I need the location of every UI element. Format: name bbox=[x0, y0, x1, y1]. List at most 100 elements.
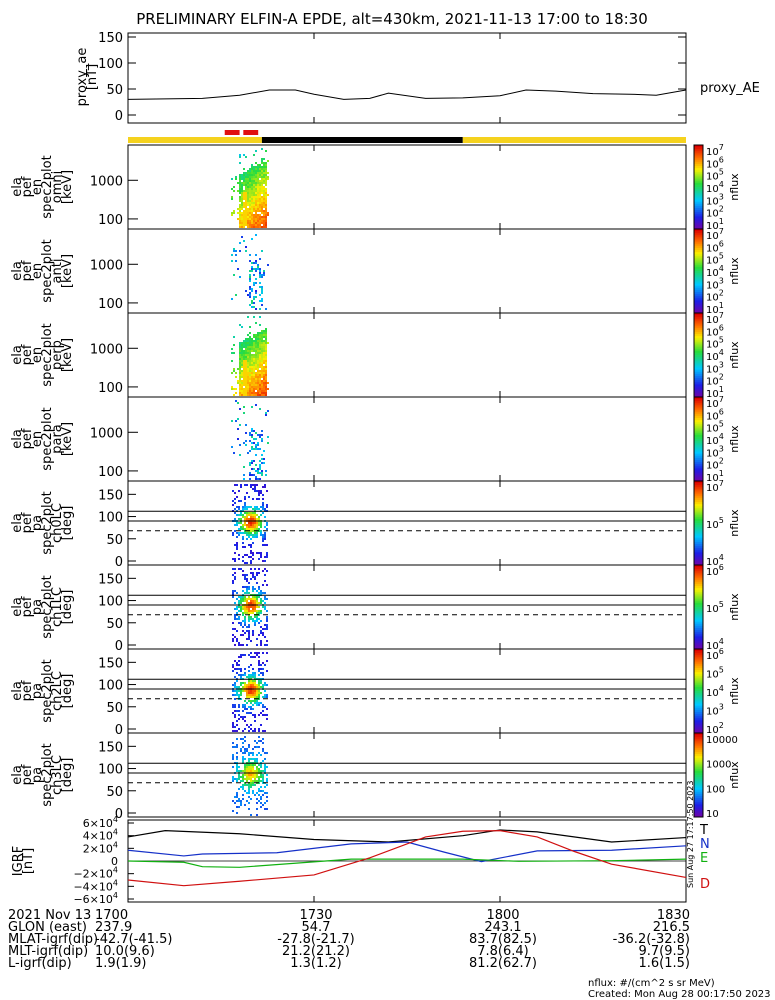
spectrogram-cell bbox=[252, 674, 254, 676]
colorbar-step bbox=[694, 178, 703, 182]
spectrogram-cell bbox=[264, 792, 266, 794]
spectrogram-cell bbox=[260, 524, 262, 526]
colorbar-tick-exponent: 4 bbox=[719, 348, 724, 357]
spectrogram-cell bbox=[251, 194, 253, 196]
spectrogram-cell bbox=[246, 644, 248, 646]
spectrogram-cell bbox=[266, 522, 268, 524]
spectrogram-cell bbox=[262, 770, 264, 772]
spectrogram-cell bbox=[258, 528, 260, 530]
spectrogram-cell bbox=[261, 304, 263, 306]
spectrogram-cell bbox=[232, 534, 234, 536]
spectrogram-cell bbox=[252, 588, 254, 590]
colorbar-step bbox=[694, 300, 703, 303]
spectrogram-cell bbox=[249, 366, 251, 368]
spectrogram-cell bbox=[242, 674, 244, 676]
colorbar-step bbox=[694, 569, 703, 572]
spectrogram-cell bbox=[265, 352, 267, 354]
spectrogram-cell bbox=[250, 776, 252, 778]
spectrogram-cell bbox=[249, 342, 251, 344]
spectrogram-cell bbox=[236, 496, 238, 498]
spectrogram-cell bbox=[245, 366, 247, 368]
spectrogram-cell bbox=[261, 186, 263, 188]
spectrogram-cell bbox=[254, 676, 256, 678]
spectrogram-cell bbox=[236, 640, 238, 642]
spectrogram-cell bbox=[258, 668, 260, 670]
spectrogram-cell bbox=[245, 178, 247, 180]
spectrogram-cell bbox=[257, 378, 259, 380]
spectrogram-cell bbox=[259, 388, 261, 390]
spectrogram-cell bbox=[239, 154, 241, 156]
spectrogram-cell bbox=[263, 198, 265, 200]
spectrogram-cell bbox=[261, 276, 263, 278]
spectrogram-cell bbox=[261, 474, 263, 476]
spectrogram-cell bbox=[247, 370, 249, 372]
spectrogram-cell bbox=[253, 376, 255, 378]
spectrogram-cell bbox=[241, 356, 243, 358]
spectrogram-cell bbox=[254, 700, 256, 702]
spectrogram-cell bbox=[251, 166, 253, 168]
spectrogram-cell bbox=[242, 542, 244, 544]
spectrogram-cell bbox=[254, 728, 256, 730]
spectrogram-cell bbox=[254, 490, 256, 492]
spectrogram-cell bbox=[244, 720, 246, 722]
spectrogram-cell bbox=[255, 292, 257, 294]
colorbar-step bbox=[694, 336, 703, 339]
spectrogram-cell bbox=[254, 526, 256, 528]
spectrogram-cell bbox=[250, 680, 252, 682]
colorbar-tick-exponent: 3 bbox=[719, 444, 724, 453]
spectrogram-cell bbox=[248, 712, 250, 714]
colorbar-step bbox=[694, 739, 703, 742]
spectrogram-cell bbox=[258, 524, 260, 526]
spectrogram-cell bbox=[253, 362, 255, 364]
colorbar-step bbox=[694, 516, 703, 520]
colorbar-tick-exponent: 3 bbox=[719, 360, 724, 369]
spectrogram-cell bbox=[256, 498, 258, 500]
spectrogram-cell bbox=[253, 348, 255, 350]
spectrogram-cell bbox=[265, 328, 267, 330]
colorbar-step bbox=[694, 411, 703, 415]
spectrogram-cell bbox=[259, 276, 261, 278]
spectrogram-cell bbox=[232, 776, 234, 778]
pitch-panel bbox=[127, 732, 687, 818]
spectrogram-cell bbox=[236, 746, 238, 748]
spectrogram-cell bbox=[253, 202, 255, 204]
spectrogram-cell bbox=[267, 264, 269, 266]
colorbar-step bbox=[694, 247, 703, 251]
spectrogram-cell bbox=[234, 710, 236, 712]
colorbar-step bbox=[694, 310, 703, 314]
spectrogram-cell bbox=[250, 522, 252, 524]
spectrogram-cell bbox=[242, 570, 244, 572]
colorbar-step bbox=[694, 252, 703, 255]
spectrogram-cell bbox=[245, 184, 247, 186]
spectrogram-cell bbox=[231, 188, 233, 190]
spectrogram-cell bbox=[244, 700, 246, 702]
spectrogram-cell bbox=[259, 176, 261, 178]
spectrogram-cell bbox=[260, 770, 262, 772]
spectrogram-cell bbox=[258, 780, 260, 782]
spectrogram-cell bbox=[254, 484, 256, 486]
spectrogram-cell bbox=[253, 176, 255, 178]
spectrogram-cell bbox=[257, 380, 259, 382]
spectrogram-cell bbox=[257, 222, 259, 224]
colorbar-step bbox=[694, 770, 703, 774]
spectrogram-cell bbox=[252, 530, 254, 532]
spectrogram-cell bbox=[259, 434, 261, 436]
colorbar-step bbox=[694, 472, 703, 476]
spectrogram-cell bbox=[258, 592, 260, 594]
pitch-ylabel: pef bbox=[20, 596, 35, 617]
spectrogram-cell bbox=[239, 382, 241, 384]
igrf-ytick-label: −6×104 bbox=[73, 891, 118, 906]
spectrogram-cell bbox=[242, 620, 244, 622]
spectrogram-cell bbox=[244, 592, 246, 594]
colorbar-step bbox=[694, 405, 703, 408]
colorbar-step bbox=[694, 182, 703, 186]
colorbar-step bbox=[694, 273, 703, 276]
spectrogram-cell bbox=[260, 598, 262, 600]
spectrogram-cell bbox=[234, 484, 236, 486]
energy-ylabel: pef bbox=[20, 344, 35, 365]
spectrogram-cell bbox=[245, 176, 247, 178]
spectrogram-cell bbox=[251, 388, 253, 390]
spectrogram-cell bbox=[250, 768, 252, 770]
spectrogram-cell bbox=[259, 206, 261, 208]
spectrogram-cell bbox=[242, 508, 244, 510]
